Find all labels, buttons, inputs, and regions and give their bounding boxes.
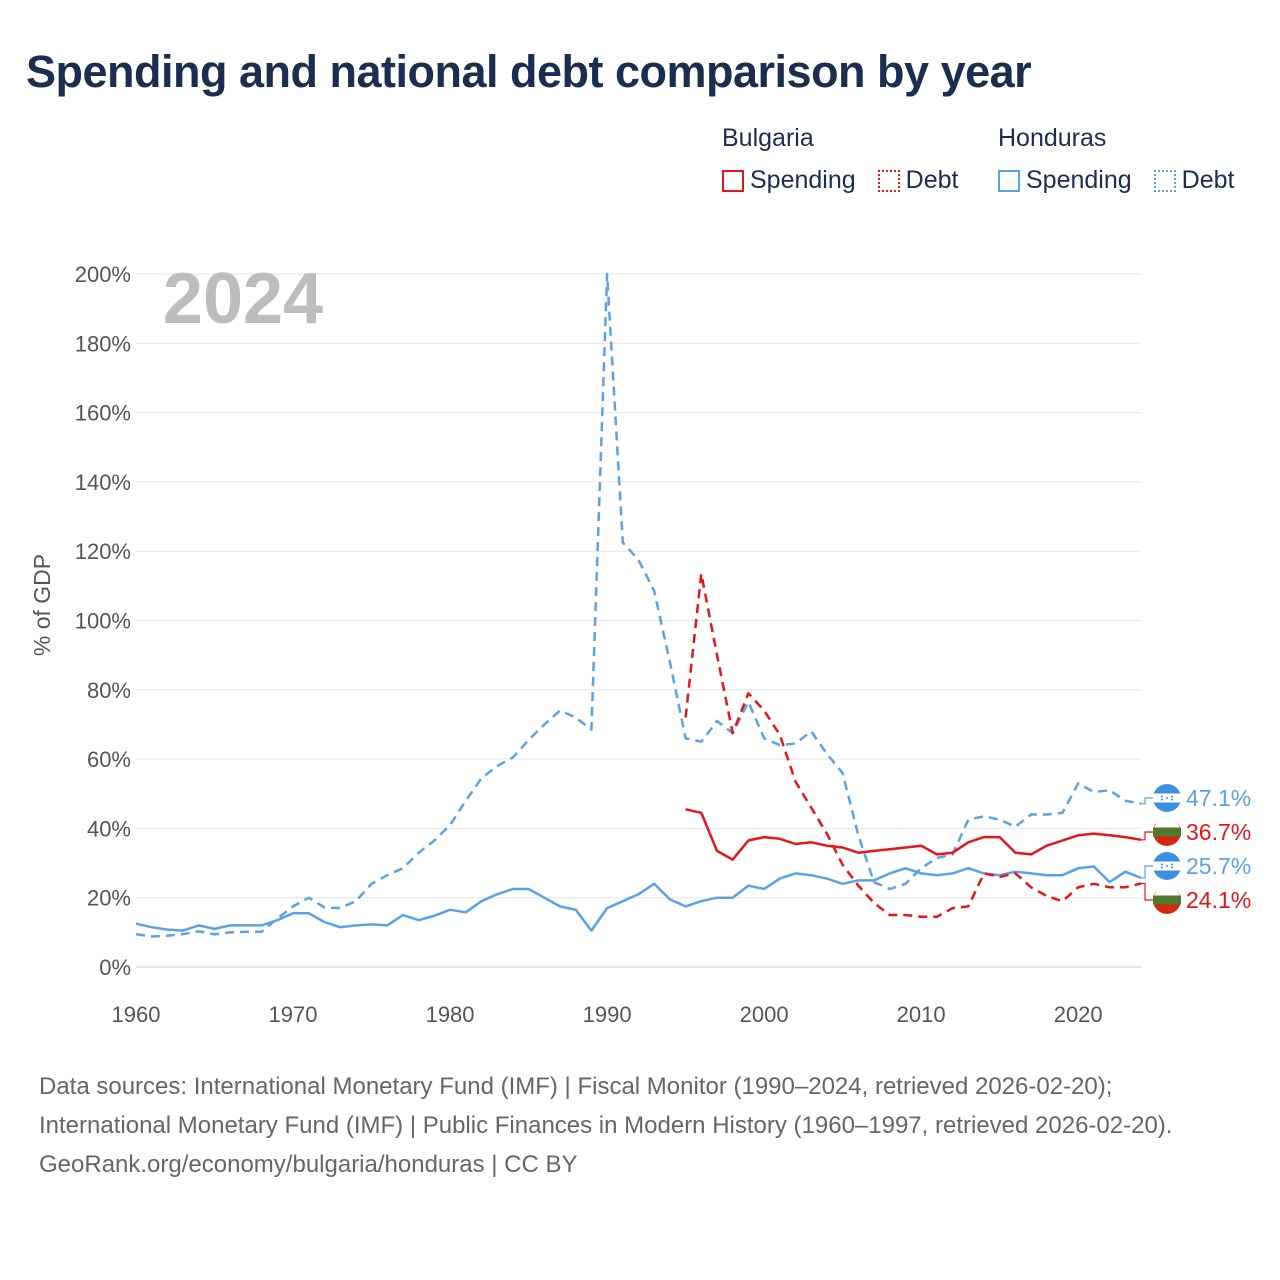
x-tick-label: 1990 — [583, 1002, 632, 1027]
footer-sources: Data sources: International Monetary Fun… — [39, 1073, 1173, 1139]
y-tick-label: 180% — [75, 331, 131, 356]
y-tick-label: 20% — [87, 886, 131, 911]
flag-band — [1153, 895, 1181, 905]
footer-credit: GeoRank.org/economy/bulgaria/honduras | … — [39, 1151, 578, 1178]
legend-swatch-honduras-spending — [998, 169, 1020, 192]
year-watermark: 2024 — [163, 259, 323, 339]
end-label-connector — [1141, 882, 1153, 901]
x-tick-label: 1960 — [112, 1002, 161, 1027]
x-tick-label: 2020 — [1054, 1002, 1103, 1027]
honduras-flag-icon — [1153, 852, 1181, 880]
flag-star — [1166, 797, 1168, 799]
legend-label-bulgaria-debt: Debt — [905, 166, 959, 194]
end-label-connector — [1141, 797, 1153, 805]
end-label-value: 24.1% — [1186, 887, 1251, 913]
flag-star — [1161, 798, 1163, 801]
x-tick-label: 2010 — [897, 1002, 946, 1027]
legend-country-bulgaria: Bulgaria — [722, 124, 814, 152]
end-label-value: 36.7% — [1186, 819, 1251, 845]
legend-label-bulgaria-spending: Spending — [750, 166, 856, 194]
legend-group-honduras: Honduras Spending Debt — [998, 124, 1234, 195]
x-tick-label: 1980 — [426, 1002, 475, 1027]
legend-country-honduras: Honduras — [998, 124, 1107, 152]
y-axis-ticks: 0% 20% 40% 60% 80% 100% 120% 140% 160% 180% 200% — [75, 262, 131, 980]
end-labels: 47.1% 36.7% 25.7% 24.1% — [1141, 784, 1251, 914]
legend-label-honduras-debt: Debt — [1181, 166, 1235, 194]
flag-star — [1161, 866, 1163, 869]
y-tick-label: 80% — [87, 678, 131, 703]
end-label-connector — [1141, 865, 1153, 879]
honduras-flag-icon — [1153, 784, 1181, 812]
legend-group-bulgaria: Bulgaria Spending Debt — [722, 124, 974, 195]
series-lines — [135, 272, 1142, 938]
end-label-value: 47.1% — [1186, 785, 1251, 811]
series-line-bulgaria-spending — [685, 808, 1142, 861]
flag-star — [1171, 798, 1173, 801]
y-axis-label: % of GDP — [29, 554, 55, 656]
x-tick-label: 2000 — [740, 1002, 789, 1027]
footer: Data sources: International Monetary Fun… — [39, 1067, 1249, 1184]
flag-band — [1154, 885, 1180, 896]
flag-band — [1153, 827, 1181, 837]
flag-star — [1171, 866, 1173, 869]
y-tick-label: 120% — [75, 539, 131, 564]
flag-band — [1154, 817, 1180, 828]
y-tick-label: 200% — [75, 262, 131, 287]
y-tick-label: 140% — [75, 470, 131, 495]
flag-star — [1166, 865, 1168, 867]
line-chart: 0% 20% 40% 60% 80% 100% 120% 140% 160% 180% 200% 1… — [29, 259, 1251, 1027]
end-label-connector — [1141, 831, 1153, 841]
bulgaria-flag-icon — [1153, 817, 1181, 846]
y-tick-label: 160% — [75, 401, 131, 426]
chart-title: Spending and national debt comparison by… — [26, 46, 1032, 97]
y-tick-label: 60% — [87, 747, 131, 772]
flag-star — [1171, 795, 1173, 798]
flag-star — [1171, 863, 1173, 866]
legend-swatch-bulgaria-debt — [877, 169, 900, 192]
x-tick-label: 1970 — [269, 1002, 318, 1027]
x-axis-ticks: 1960 1970 1980 1990 2000 2010 2020 — [112, 1002, 1103, 1027]
legend-label-honduras-spending: Spending — [1026, 166, 1132, 194]
y-tick-label: 40% — [87, 816, 131, 841]
y-tick-label: 0% — [99, 955, 131, 980]
bulgaria-flag-icon — [1153, 885, 1181, 914]
y-tick-label: 100% — [75, 609, 131, 634]
grid-lines — [136, 273, 1141, 968]
legend-swatch-bulgaria-spending — [722, 169, 744, 192]
series-line-honduras-spending — [135, 865, 1142, 932]
legend-swatch-honduras-debt — [1153, 169, 1176, 192]
series-line-bulgaria-debt — [684, 572, 1142, 919]
flag-star — [1161, 863, 1163, 866]
flag-star — [1161, 795, 1163, 798]
end-label-value: 25.7% — [1186, 853, 1251, 879]
